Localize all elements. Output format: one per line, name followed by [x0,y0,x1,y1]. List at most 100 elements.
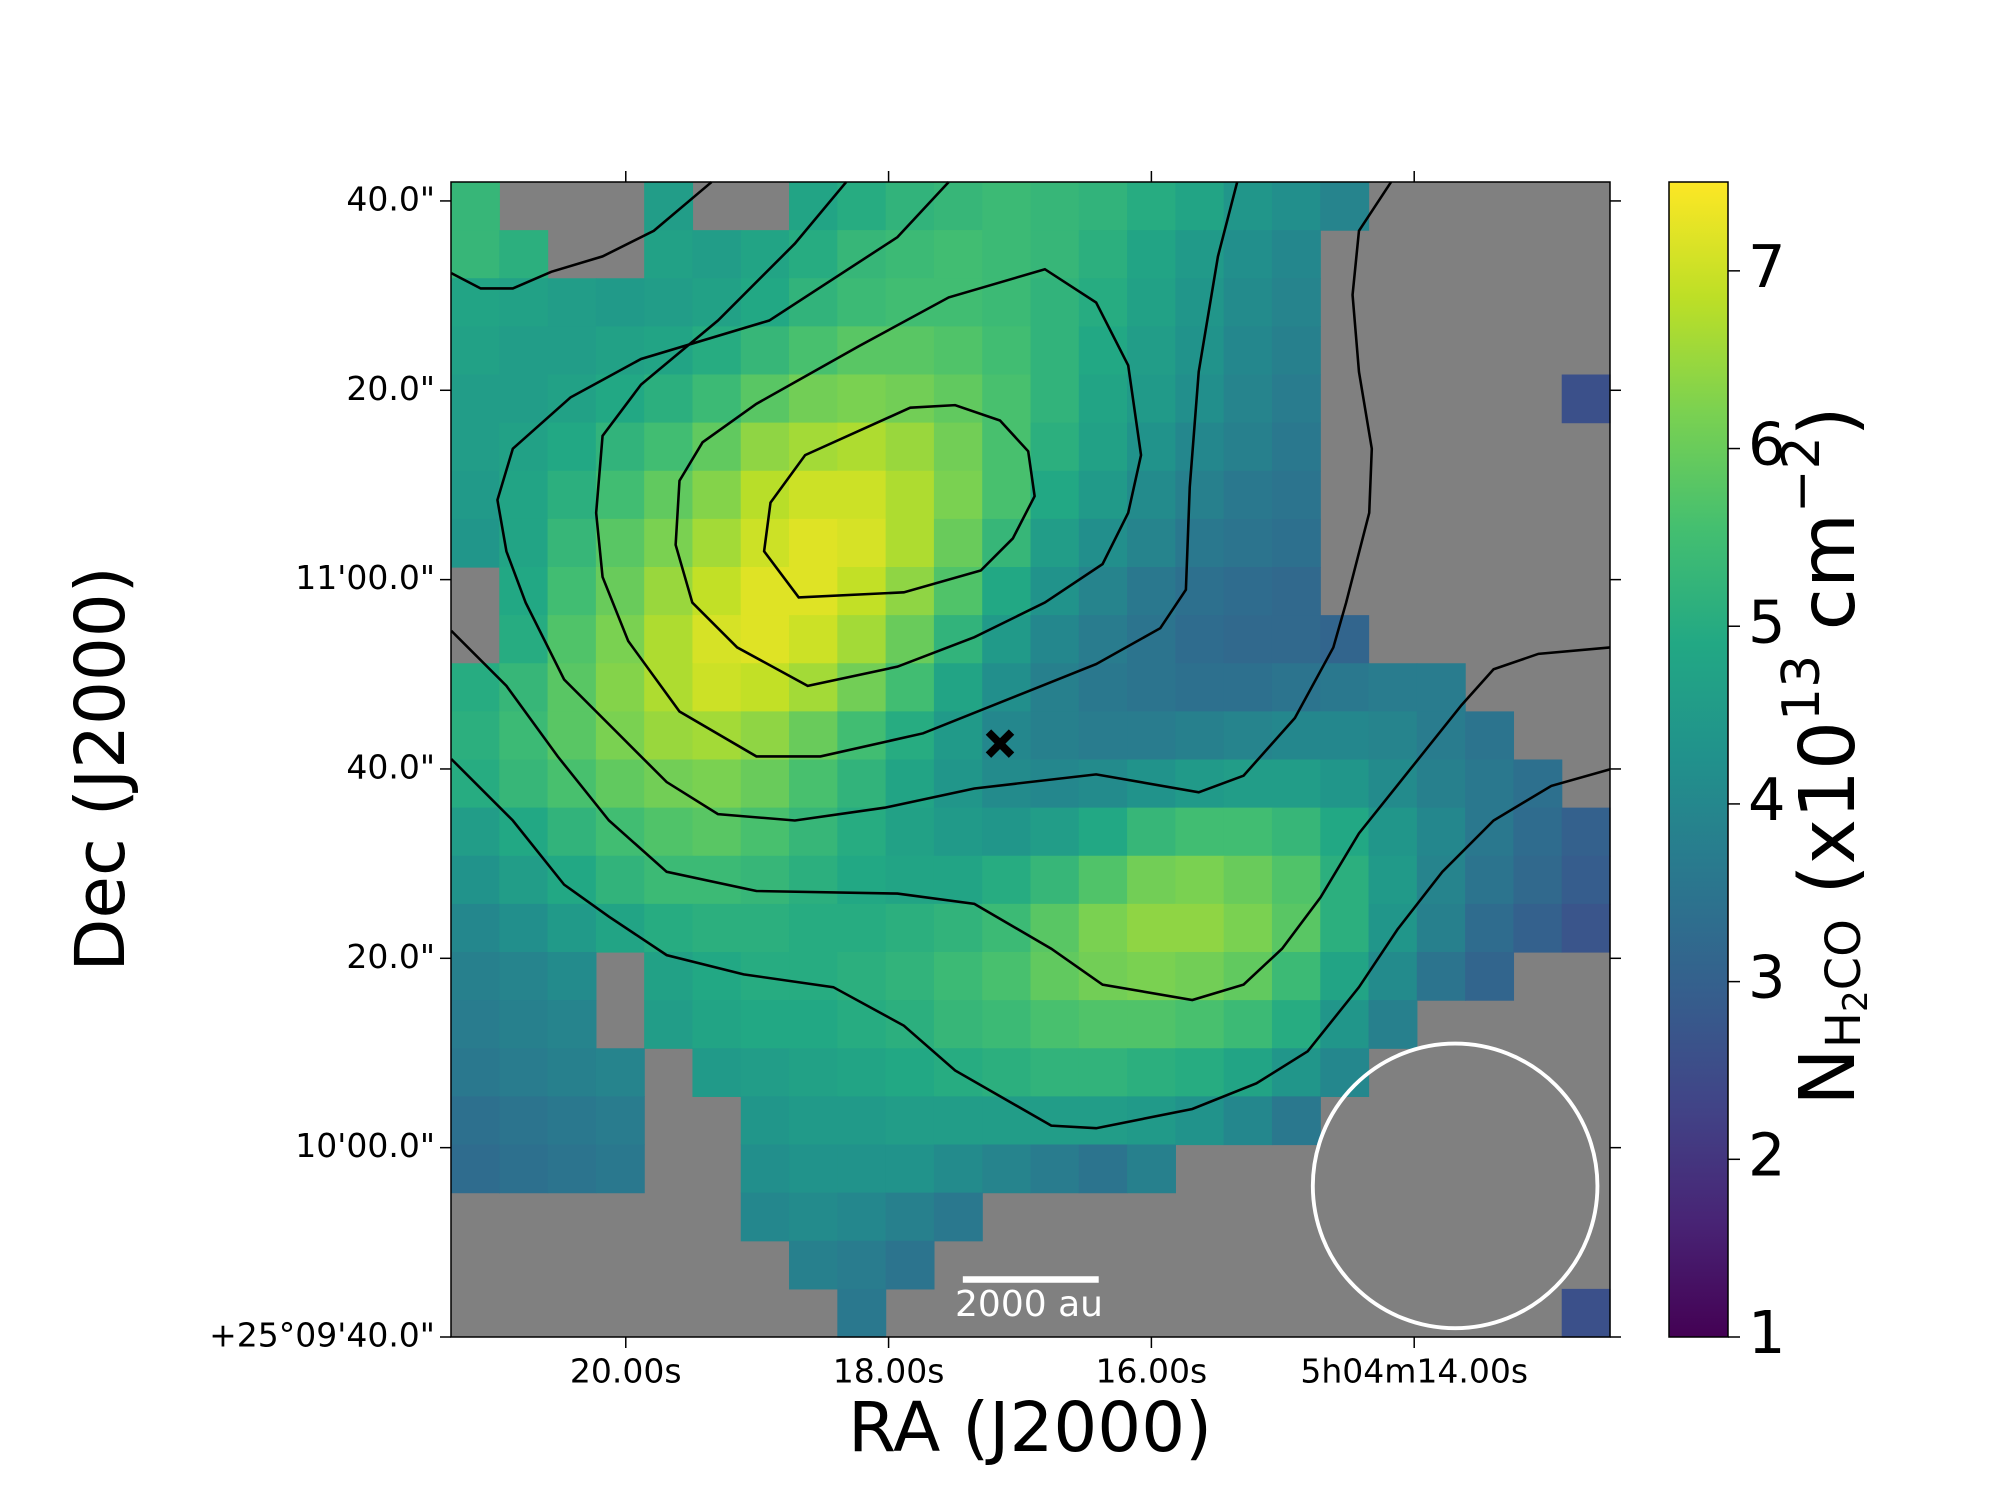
heatmap-cell [692,567,742,616]
y-tick-label: 11'00.0" [295,558,435,597]
heatmap-cell [595,470,645,520]
heatmap-cell [1223,903,1273,953]
heatmap-cell [595,1048,645,1097]
heatmap-cell [1078,1000,1128,1049]
heatmap-cell [451,1000,500,1049]
heatmap-cell [1175,182,1225,231]
heatmap-cell [837,855,887,905]
heatmap-cell [1223,567,1273,616]
heatmap-cell [1078,422,1128,472]
heatmap-cell [547,903,597,953]
heatmap-cell [1078,615,1128,664]
heatmap-cell [1223,422,1273,472]
heatmap-cell [1030,518,1080,568]
heatmap-cell [1030,1096,1080,1146]
y-tick-label: 10'00.0" [295,1126,435,1165]
heatmap-cell [885,663,935,712]
heatmap-cell [789,182,838,231]
heatmap-cell [499,759,549,809]
x-tick-label: 5h04m14.00s [1300,1352,1528,1391]
heatmap-cell [1127,663,1176,712]
heatmap-cell [1078,759,1128,809]
heatmap-cell [1561,374,1611,424]
y-axis-label: Dec (J2000) [61,566,141,971]
y-tick-label: +25°09'40.0" [209,1316,435,1355]
heatmap-cell [1513,807,1563,857]
colorbar-tick-label: 6 [1748,410,1786,479]
heatmap-cell [1030,1048,1080,1097]
heatmap-cell [1416,952,1466,1001]
heatmap-cell [1078,1048,1128,1097]
heatmap-cell [1320,663,1370,712]
heatmap-cell [1271,1048,1321,1097]
heatmap-cell [644,1000,694,1049]
heatmap-cell [789,711,838,761]
heatmap-cell [644,470,694,520]
colorbar-label-part: ) [1784,406,1873,436]
heatmap-cell [837,278,887,327]
heatmap-cell [789,903,838,953]
heatmap-cell [1465,711,1515,761]
heatmap-cell [1465,952,1515,1001]
heatmap-cell [644,567,694,616]
heatmap-cell [885,422,935,472]
heatmap-cell [933,374,983,424]
heatmap-cell [1078,663,1128,712]
heatmap-cell [933,1096,983,1146]
heatmap-cell [1271,807,1321,857]
heatmap-cell [1271,952,1321,1001]
colorbar-label-part: 13 [1772,655,1832,721]
heatmap-cell [740,1048,790,1097]
heatmap-cell [1127,855,1176,905]
heatmap-cell [644,807,694,857]
heatmap-cell [451,1048,500,1097]
heatmap-cell [1368,855,1418,905]
heatmap-cell [1030,759,1080,809]
heatmap-cell [933,1192,983,1242]
heatmap-cell [1078,278,1128,327]
heatmap-cell [451,422,500,472]
heatmap-cell [982,1000,1032,1049]
heatmap-cell [1513,903,1563,953]
heatmap-cell [1223,759,1273,809]
heatmap-cell [933,759,983,809]
heatmap-cell [692,615,742,664]
heatmap-cell [1078,518,1128,568]
heatmap-cell [789,326,838,376]
heatmap-cell [499,518,549,568]
heatmap-cell [547,952,597,1001]
heatmap-cell [885,1240,935,1290]
heatmap-cell [692,711,742,761]
heatmap-cell [451,903,500,953]
heatmap-cell [1223,1000,1273,1049]
heatmap-cell [1416,903,1466,953]
heatmap-cell [1127,1048,1176,1097]
heatmap-cell [837,1096,887,1146]
heatmap-cell [451,326,500,376]
heatmap-cell [1078,230,1128,279]
source-marker [985,729,1015,758]
heatmap-cell [885,903,935,953]
heatmap-cell [692,1000,742,1049]
colorbar-tick-label: 7 [1748,232,1786,301]
heatmap-cell [982,1048,1032,1097]
heatmap-cell [1368,952,1418,1001]
heatmap-cell [1127,1144,1176,1194]
heatmap-cell [1030,1144,1080,1194]
heatmap-cell [644,518,694,568]
heatmap-cell [1175,711,1225,761]
heatmap-cell [885,952,935,1001]
heatmap-cell [885,1048,935,1097]
heatmap-cell [982,567,1032,616]
heatmap-cell [547,1048,597,1097]
heatmap-cell [1320,1048,1370,1097]
heatmap-cell [595,278,645,327]
heatmap-cell [740,759,790,809]
colorbar-tick-label: 2 [1748,1120,1786,1189]
colorbar-label-part: 2 [1836,990,1876,1012]
heatmap-cell [595,374,645,424]
heatmap-cell [547,759,597,809]
heatmap-cell [740,1192,790,1242]
heatmap-cell [1175,759,1225,809]
